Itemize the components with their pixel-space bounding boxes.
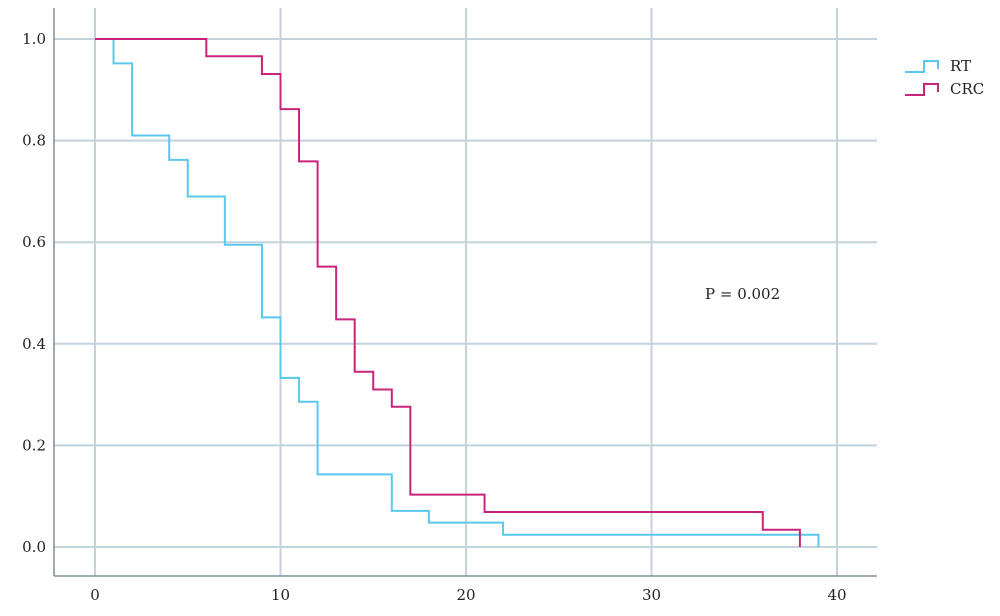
x-tick-label: 10 <box>271 586 290 604</box>
y-tick-label: 0.8 <box>22 132 46 150</box>
tick-labels: 0 10 20 30 40 0.0 0.2 0.4 0.6 0.8 1.0 <box>22 30 846 604</box>
series-line-crc <box>95 38 801 547</box>
legend-label-rt: RT <box>950 57 971 75</box>
x-tick-label: 40 <box>827 586 846 604</box>
series-line-rt <box>95 38 820 547</box>
legend-swatch-crc <box>905 83 939 96</box>
series-lines <box>95 38 820 547</box>
y-tick-label: 0.0 <box>22 538 46 556</box>
y-tick-label: 1.0 <box>22 30 46 48</box>
legend-swatch-rt <box>905 60 939 73</box>
x-tick-label: 20 <box>456 586 475 604</box>
x-tick-label: 0 <box>90 586 100 604</box>
axes <box>53 8 877 577</box>
y-tick-label: 0.4 <box>22 335 46 353</box>
p-value-annotation: P = 0.002 <box>705 285 780 303</box>
y-tick-label: 0.2 <box>22 436 46 454</box>
legend: RT CRC <box>905 57 984 98</box>
legend-label-crc: CRC <box>950 80 984 98</box>
y-tick-label: 0.6 <box>22 233 46 251</box>
x-tick-label: 30 <box>642 586 661 604</box>
